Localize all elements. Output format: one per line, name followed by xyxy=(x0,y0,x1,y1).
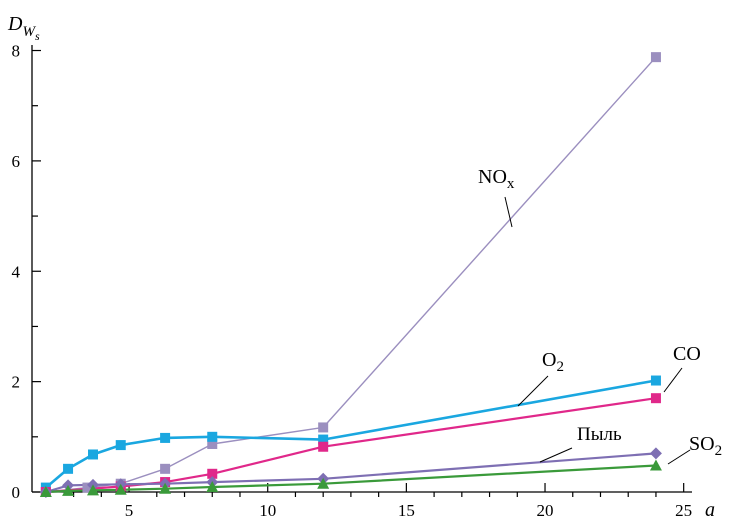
series-line-O2 xyxy=(45,397,657,494)
axis-titles: DWs a xyxy=(7,13,715,521)
series-label-co: CO xyxy=(673,343,701,365)
series-label-so2: SO2 xyxy=(689,433,722,459)
data-point xyxy=(649,459,662,471)
series-lines xyxy=(45,56,657,494)
y-tick-label: 2 xyxy=(12,373,21,392)
y-tick-label: 4 xyxy=(12,262,21,281)
data-point xyxy=(650,375,661,386)
data-point xyxy=(159,482,172,494)
data-point xyxy=(115,440,126,451)
data-point xyxy=(649,447,662,460)
y-tick-label: 6 xyxy=(12,152,21,171)
tick-labels: 0 2 4 6 8 5 10 15 20 25 xyxy=(12,42,693,520)
data-point xyxy=(207,468,218,479)
series-label-o2: O2 xyxy=(542,349,564,375)
data-point xyxy=(63,463,74,474)
leader-line xyxy=(517,375,549,407)
data-point xyxy=(318,441,329,452)
series-markers xyxy=(39,52,662,498)
x-axis-title: a xyxy=(705,499,715,521)
leader-line xyxy=(504,196,513,228)
data-point xyxy=(88,449,99,460)
leader-line xyxy=(667,449,691,465)
data-point xyxy=(650,52,661,63)
data-point xyxy=(160,463,171,474)
y-tick-label: 0 xyxy=(12,483,21,502)
series-label-dust: Пыль xyxy=(577,424,622,445)
series-line-NOx xyxy=(45,56,657,493)
x-tick-label: 20 xyxy=(537,501,554,520)
data-point xyxy=(207,431,218,442)
data-point xyxy=(317,477,330,489)
data-point xyxy=(160,432,171,443)
data-point xyxy=(62,484,75,496)
series-line-SO2 xyxy=(45,464,656,494)
leader-line xyxy=(663,367,683,393)
series-labels: NOx O2 CO Пыль SO2 xyxy=(478,166,722,465)
y-axis-title: DWs xyxy=(7,13,40,43)
data-point xyxy=(318,422,329,433)
data-point xyxy=(650,393,661,404)
x-tick-label: 25 xyxy=(675,501,692,520)
data-point xyxy=(318,434,329,445)
data-point xyxy=(39,486,52,497)
series-line-Пыль xyxy=(45,452,656,494)
data-point xyxy=(87,484,100,496)
x-tick-label: 15 xyxy=(398,501,415,520)
series-label-nox: NOx xyxy=(478,166,515,192)
data-point xyxy=(206,481,219,493)
y-tick-label: 8 xyxy=(12,42,21,61)
data-point xyxy=(207,438,218,449)
data-point xyxy=(114,483,127,495)
x-tick-label: 10 xyxy=(259,501,276,520)
data-point xyxy=(82,482,93,493)
x-tick-label: 5 xyxy=(125,501,134,520)
leader-line xyxy=(539,447,573,463)
